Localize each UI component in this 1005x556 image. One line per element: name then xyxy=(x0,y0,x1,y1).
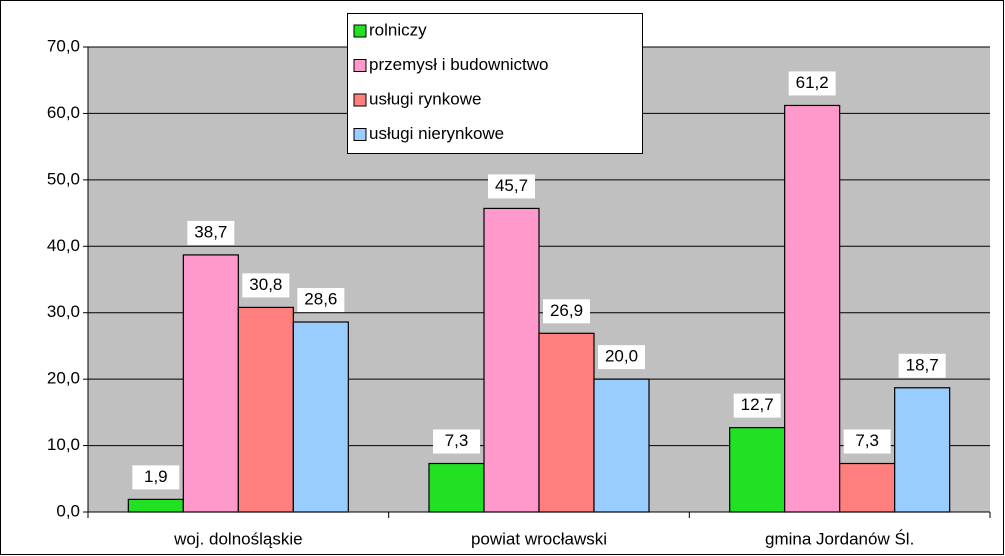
bar xyxy=(784,104,841,513)
legend-label: usługi nierynkowe xyxy=(369,124,504,143)
bar xyxy=(237,306,294,513)
y-tick-label: 10,0 xyxy=(47,435,80,454)
bar xyxy=(182,254,239,513)
legend-swatch xyxy=(353,59,367,72)
data-label: 18,7 xyxy=(906,355,939,374)
data-label-bg xyxy=(598,345,645,370)
bar xyxy=(538,332,595,513)
bar xyxy=(839,462,896,513)
data-label: 7,3 xyxy=(445,431,469,450)
x-tick-label: woj. dolnośląskie xyxy=(173,529,303,548)
data-label-bg xyxy=(788,71,836,96)
x-tick-label: gmina Jordanów Śl. xyxy=(765,529,914,548)
y-tick-label: 40,0 xyxy=(47,236,80,255)
y-tick-label: 70,0 xyxy=(47,36,80,55)
bar xyxy=(127,498,184,513)
y-tick-label: 0,0 xyxy=(56,501,80,520)
data-label-bg xyxy=(433,429,480,454)
bar xyxy=(292,321,349,513)
y-tick-label: 60,0 xyxy=(47,103,80,122)
legend-label: przemysł i budownictwo xyxy=(369,55,549,74)
data-label: 28,6 xyxy=(304,289,337,308)
data-label-bg xyxy=(543,299,590,324)
y-tick-label: 50,0 xyxy=(47,169,80,188)
data-label-bg xyxy=(132,465,180,490)
data-label-bg xyxy=(187,220,235,245)
x-tick-label: powiat wrocławski xyxy=(471,529,607,548)
data-label: 30,8 xyxy=(249,275,282,294)
bar xyxy=(483,207,540,513)
data-label: 26,9 xyxy=(550,301,583,320)
bar xyxy=(593,378,650,513)
data-label-bg xyxy=(297,288,345,313)
data-label-bg xyxy=(488,174,535,199)
legend-box xyxy=(347,13,643,154)
legend-swatch xyxy=(353,93,367,107)
legend-swatch xyxy=(353,128,367,141)
y-tick-label: 30,0 xyxy=(47,302,80,321)
legend-label: usługi rynkowe xyxy=(369,89,481,108)
bar xyxy=(729,427,786,513)
bar xyxy=(428,462,485,513)
data-label: 45,7 xyxy=(495,176,528,195)
data-label-bg xyxy=(898,353,946,378)
data-label: 38,7 xyxy=(194,222,227,241)
data-label: 61,2 xyxy=(796,73,829,92)
data-label-bg xyxy=(242,273,290,298)
bar xyxy=(894,387,951,513)
data-label: 1,9 xyxy=(144,467,168,486)
data-label-bg xyxy=(733,393,781,418)
data-label: 12,7 xyxy=(741,395,774,414)
data-label: 20,0 xyxy=(605,347,638,366)
legend-label: rolniczy xyxy=(369,20,427,39)
data-label-bg xyxy=(843,429,891,454)
legend-swatch xyxy=(353,24,367,38)
data-label: 7,3 xyxy=(855,431,879,450)
y-tick-label: 20,0 xyxy=(47,369,80,388)
